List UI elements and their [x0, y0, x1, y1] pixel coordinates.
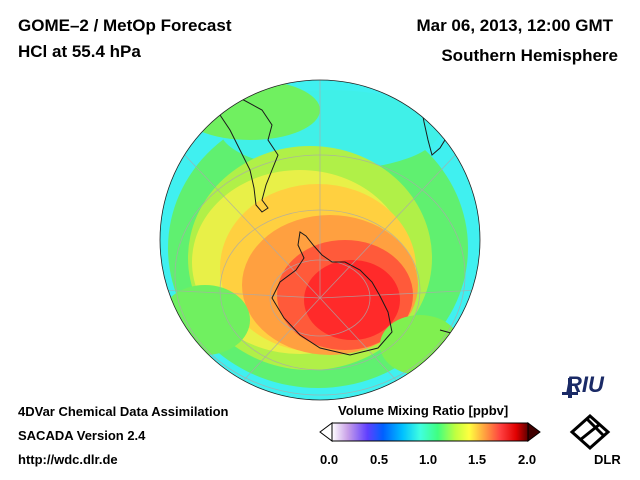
title-instrument: GOME–2 / MetOp Forecast: [18, 16, 232, 35]
footer-method: 4DVar Chemical Data Assimilation: [18, 404, 229, 419]
colorbar-tick: 2.0: [518, 452, 537, 467]
colorbar-over-arrow: [527, 422, 541, 442]
dlr-logo: DLR: [594, 452, 621, 467]
title-species: HCl at 55.4 hPa: [18, 42, 141, 61]
colorbar: [319, 422, 541, 442]
footer-url[interactable]: http://wdc.dlr.de: [18, 452, 118, 467]
colorbar-scale: [331, 422, 529, 442]
graticule: [160, 80, 480, 396]
forecast-datetime: Mar 06, 2013, 12:00 GMT: [416, 16, 613, 35]
colorbar-title: Volume Mixing Ratio [ppbv]: [338, 403, 509, 418]
globe-outline: [159, 79, 481, 401]
colorbar-under-arrow: [319, 422, 333, 442]
hcl-field: [160, 80, 480, 400]
riu-logo-mark: [562, 378, 578, 398]
colorbar-tick: 0.0: [320, 452, 339, 467]
riu-logo: RIU: [566, 372, 604, 397]
footer-version: SACADA Version 2.4: [18, 428, 146, 443]
hemisphere-label: Southern Hemisphere: [441, 46, 618, 65]
colorbar-tick: 1.5: [468, 452, 487, 467]
colorbar-tick: 0.5: [370, 452, 389, 467]
dlr-logo-mark: [569, 413, 611, 451]
colorbar-tick: 1.0: [419, 452, 438, 467]
